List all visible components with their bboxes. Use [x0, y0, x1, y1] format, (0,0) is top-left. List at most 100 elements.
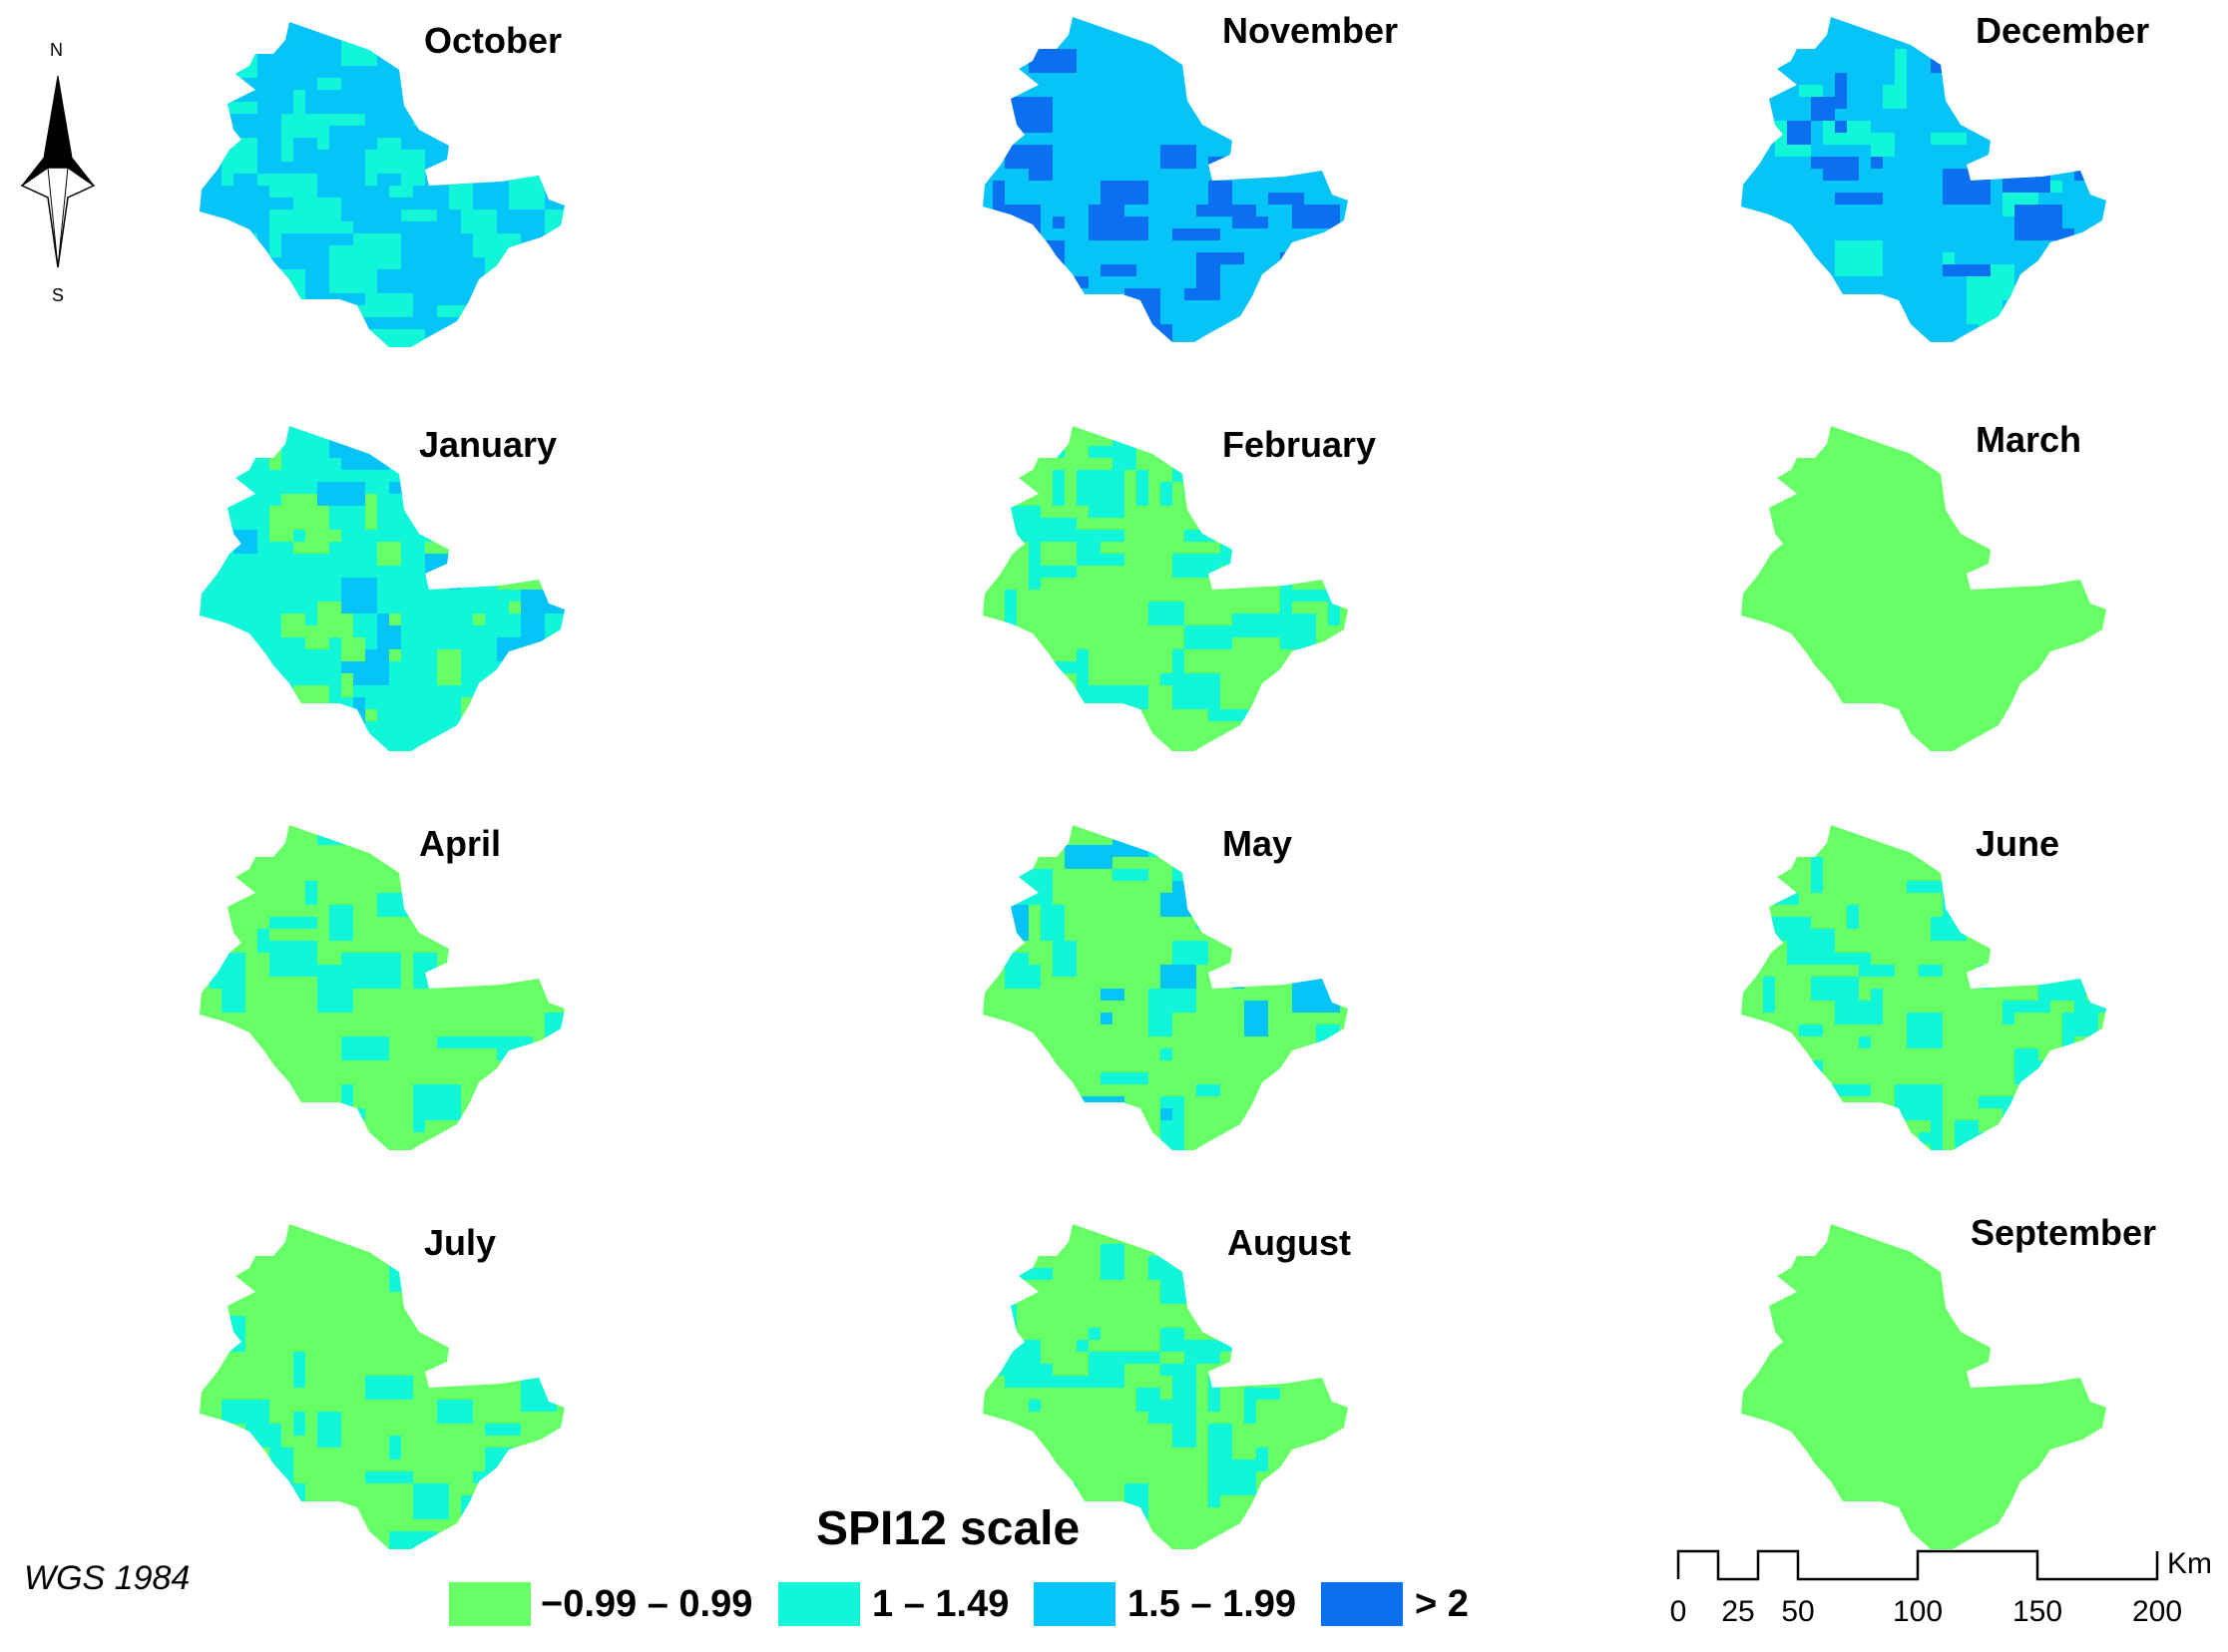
- raster-cell: [1184, 288, 1220, 300]
- region-fill: [1741, 426, 2106, 751]
- raster-cell: [1340, 857, 1348, 893]
- raster-cell: [341, 673, 353, 697]
- raster-cell: [1005, 590, 1017, 625]
- raster-cell: [1763, 977, 1775, 1013]
- raster-cell: [2074, 941, 2106, 977]
- raster-cell: [1328, 1519, 1340, 1549]
- raster-cell: [341, 1036, 353, 1060]
- raster-cell: [2050, 109, 2086, 121]
- raster-cell: [1859, 1036, 1871, 1048]
- raster-cell: [1089, 1108, 1136, 1132]
- raster-cell: [1835, 121, 1847, 133]
- raster-cell: [1883, 85, 1907, 109]
- raster-cell: [269, 434, 281, 470]
- raster-cell: [341, 458, 389, 470]
- map-panel-october: October: [190, 10, 932, 423]
- region-map: [200, 22, 565, 347]
- raster-cell: [1089, 1352, 1124, 1388]
- raster-cell: [317, 833, 365, 845]
- raster-cell: [1029, 554, 1041, 590]
- raster-cell: [269, 269, 305, 305]
- raster-cell: [1196, 1232, 1220, 1268]
- raster-cell: [413, 1483, 449, 1519]
- raster-cell: [233, 233, 245, 245]
- raster-cell: [1931, 133, 1967, 145]
- raster-cell: [293, 1352, 305, 1388]
- raster-cell: [401, 150, 425, 186]
- legend-title: SPI12 scale: [816, 1502, 1081, 1555]
- legend-label: 1 – 1.49: [872, 1583, 1010, 1625]
- raster-cell: [365, 494, 377, 530]
- raster-cell: [993, 205, 1041, 240]
- north-label: N: [50, 40, 63, 60]
- raster-cell: [1244, 1388, 1256, 1424]
- raster-cell: [1232, 1292, 1244, 1316]
- raster-cell: [1907, 1013, 1943, 1048]
- raster-cell: [993, 857, 1005, 893]
- raster-cell: [485, 1424, 521, 1436]
- raster-cell: [1244, 1280, 1268, 1292]
- raster-cell: [293, 709, 341, 733]
- region-map: [1741, 17, 2106, 342]
- raster-cell: [2086, 1060, 2106, 1084]
- raster-cell: [222, 54, 257, 78]
- raster-cell: [1280, 614, 1316, 649]
- raster-cell: [222, 1459, 233, 1483]
- raster-cell: [341, 1120, 353, 1150]
- raster-cell: [1160, 893, 1196, 917]
- raster-cell: [545, 1447, 565, 1471]
- scale-tick-label: 150: [2012, 1595, 2062, 1628]
- raster-cell: [293, 941, 317, 965]
- raster-cell: [222, 1400, 269, 1424]
- raster-cell: [1751, 276, 1787, 300]
- raster-cell: [1280, 530, 1304, 542]
- raster-cell: [1280, 721, 1328, 745]
- raster-cell: [2038, 49, 2050, 73]
- raster-cell: [1256, 1388, 1280, 1400]
- raster-cell: [1763, 893, 1799, 905]
- raster-cell: [557, 1072, 565, 1108]
- raster-cell: [1065, 733, 1113, 751]
- scale-tick-label: 200: [2132, 1595, 2182, 1628]
- scale-tick-label: 0: [1670, 1595, 1687, 1628]
- raster-cell: [1208, 709, 1256, 721]
- raster-cell: [377, 542, 401, 566]
- raster-cell: [1113, 434, 1136, 470]
- raster-cell: [1196, 1084, 1220, 1096]
- raster-cell: [2074, 1001, 2106, 1013]
- month-title: February: [1222, 424, 1377, 465]
- raster-cell: [1328, 590, 1340, 625]
- raster-cell: [1160, 1328, 1184, 1352]
- raster-cell: [329, 905, 353, 941]
- raster-cell: [222, 1096, 269, 1120]
- raster-cell: [449, 506, 497, 530]
- raster-cell: [1811, 97, 1835, 121]
- raster-cell: [281, 138, 293, 162]
- raster-cell: [1979, 965, 1991, 989]
- raster-cell: [461, 209, 497, 233]
- raster-cell: [1029, 169, 1041, 181]
- raster-cell: [1124, 288, 1160, 324]
- raster-cell: [281, 614, 305, 637]
- raster-cell: [1811, 276, 1823, 288]
- raster-cell: [1847, 905, 1859, 929]
- raster-cell: [1029, 709, 1065, 721]
- raster-cell: [2098, 953, 2106, 989]
- raster-cell: [1172, 845, 1208, 881]
- raster-cell: [1208, 1376, 1220, 1412]
- raster-cell: [1907, 881, 1943, 893]
- raster-cell: [257, 174, 293, 186]
- region-fill: [1741, 17, 2106, 342]
- raster-cell: [1244, 1531, 1280, 1549]
- map-panel-december: December: [1731, 5, 2228, 418]
- raster-cell: [545, 482, 565, 506]
- raster-cell: [269, 1471, 281, 1507]
- raster-cell: [1005, 434, 1053, 458]
- raster-cell: [485, 1447, 521, 1483]
- raster-cell: [222, 329, 233, 347]
- raster-cell: [317, 482, 365, 506]
- raster-cell: [521, 1483, 565, 1507]
- raster-cell: [341, 1108, 365, 1120]
- raster-cell: [1136, 324, 1172, 342]
- map-panel-july: July: [190, 1212, 932, 1625]
